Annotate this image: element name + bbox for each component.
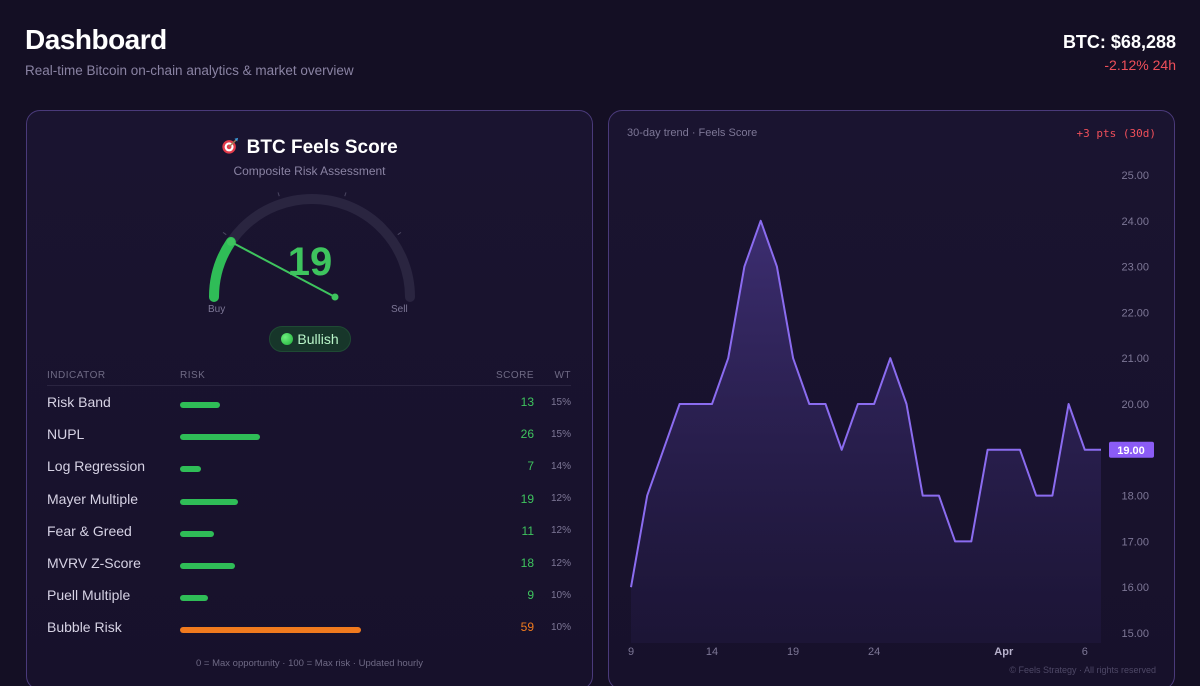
indicator-name: NUPL: [47, 426, 85, 443]
indicator-weight: 12%: [550, 493, 571, 505]
trend-change: +3 pts (30d): [1076, 127, 1156, 140]
trend-line: [630, 219, 1101, 588]
gauge-tick: [344, 192, 347, 197]
risk-bar-fill: [180, 595, 208, 602]
indicator-rows: Risk Band 13 15% NUPL 26 15% Log Regression 7 14…: [47, 386, 571, 644]
indicator-name: Mayer Multiple: [47, 490, 139, 507]
header-score: SCORE: [495, 370, 534, 381]
risk-bar-fill: [180, 627, 361, 634]
y-tick-label: 15.00: [1121, 628, 1149, 640]
y-tick-label: 16.00: [1121, 582, 1149, 594]
trend-label: 30-day trend · Feels Score: [627, 127, 758, 139]
indicator-row: Log Regression 7 14%: [47, 450, 571, 482]
indicator-table-header: INDICATOR RISK SCORE WT: [47, 366, 571, 386]
indicator-name: Log Regression: [47, 458, 146, 475]
gauge-tick: [397, 231, 402, 236]
indicator-row: MVRV Z-Score 18 12%: [47, 547, 571, 579]
indicator-row: NUPL 26 15%: [47, 418, 571, 450]
indicator-weight: 12%: [550, 557, 571, 569]
indicator-score: 9: [527, 588, 534, 603]
gauge-buy-label: Buy: [208, 304, 226, 315]
indicator-name: Risk Band: [47, 394, 111, 411]
gauge-sell-label: Sell: [391, 304, 408, 315]
gauge-tick: [277, 192, 280, 197]
x-tick-label: 9: [628, 646, 634, 658]
risk-bar-fill: [180, 530, 214, 537]
btc-change-24h: -2.12% 24h: [1104, 57, 1176, 73]
trend-panel: 15.00 16.00 17.00 18.00 19.00 20.00 21.00 22.00…: [608, 110, 1175, 686]
indicator-score: 59: [520, 620, 534, 635]
header-weight: WT: [554, 370, 571, 381]
y-tick-label: 23.00: [1121, 262, 1149, 274]
risk-bar-fill: [180, 498, 239, 505]
page-title: Dashboard: [25, 24, 167, 55]
x-tick-label: 6: [1082, 646, 1088, 658]
indicator-weight: 15%: [550, 396, 571, 408]
indicator-name: Bubble Risk: [47, 619, 122, 636]
y-tick-label: 20.00: [1121, 399, 1149, 411]
indicator-score: 11: [521, 523, 534, 538]
trend-area: [631, 220, 1101, 644]
gauge-tick: [222, 231, 227, 236]
score-value: 19: [287, 240, 333, 284]
indicator-score: 7: [527, 459, 534, 474]
indicator-row: Risk Band 13 15%: [47, 386, 571, 418]
y-tick-label: 17.00: [1121, 536, 1149, 548]
indicator-row: Bubble Risk 59 10%: [47, 611, 571, 643]
gauge-fill: [208, 236, 236, 302]
indicator-weight: 12%: [550, 525, 571, 537]
y-tick-label: 18.00: [1121, 491, 1149, 503]
btc-price: BTC: $68,288: [1062, 32, 1176, 52]
y-tick-label: 25.00: [1121, 170, 1149, 182]
indicator-row: Mayer Multiple 19 12%: [47, 483, 571, 515]
risk-bar-fill: [180, 434, 260, 441]
risk-bar-fill: [180, 563, 236, 570]
gauge-ticks: [222, 192, 402, 236]
target-icon: [222, 137, 239, 154]
indicator-score: 26: [520, 427, 534, 442]
gauge-needle: [230, 241, 336, 298]
page-subtitle: Real-time Bitcoin on-chain analytics & m…: [25, 63, 354, 78]
x-tick-label: 19: [787, 646, 799, 658]
score-card-title: BTC Feels Score: [27, 137, 592, 159]
score-gauge: [208, 192, 415, 302]
indicator-weight: 10%: [550, 621, 571, 633]
indicator-row: Fear & Greed 11 12%: [47, 515, 571, 547]
feels-score-panel: BTC Feels Score Composite Risk Assessmen…: [26, 110, 593, 686]
y-tick-label: 22.00: [1121, 307, 1149, 319]
trend-chart: 15.00 16.00 17.00 18.00 19.00 20.00 21.00 22.00…: [628, 170, 1154, 658]
indicator-name: Fear & Greed: [47, 522, 132, 539]
status-badge-label: Bullish: [297, 331, 339, 347]
current-value-marker: [1109, 441, 1154, 458]
status-badge: Bullish: [269, 326, 351, 352]
header-risk: RISK: [180, 370, 206, 381]
indicator-weight: 15%: [550, 428, 571, 440]
y-tick-label: 24.00: [1121, 216, 1149, 228]
indicator-score: 18: [520, 556, 534, 571]
x-tick-label: Apr: [994, 646, 1014, 658]
indicator-weight: 14%: [550, 460, 571, 472]
watermark: © Feels Strategy · All rights reserved: [1009, 665, 1156, 675]
x-tick-label: 24: [868, 646, 880, 658]
indicator-name: Puell Multiple: [47, 587, 131, 604]
indicator-score: 13: [520, 395, 534, 410]
header-indicator: INDICATOR: [47, 370, 106, 381]
status-dot-icon: [281, 333, 294, 345]
indicator-name: MVRV Z-Score: [47, 555, 141, 572]
indicator-table: INDICATOR RISK SCORE WT Risk Band 13 15% NU…: [47, 366, 571, 644]
gauge-needle-tip: [226, 237, 235, 246]
indicator-footnote: 0 = Max opportunity · 100 = Max risk · U…: [195, 658, 424, 669]
indicator-row: Puell Multiple 9 10%: [47, 579, 571, 611]
x-tick-label: 14: [706, 646, 718, 658]
y-tick-label: 21.00: [1121, 353, 1149, 365]
gauge-needle-hub: [331, 293, 339, 301]
risk-bar-fill: [180, 466, 202, 473]
indicator-score: 19: [520, 491, 534, 506]
indicator-weight: 10%: [550, 589, 571, 601]
risk-bar-fill: [180, 402, 220, 409]
score-card-subtitle: Composite Risk Assessment: [233, 164, 386, 178]
score-card-title-text: BTC Feels Score: [246, 137, 398, 158]
current-value-label: 19.00: [1117, 445, 1145, 457]
